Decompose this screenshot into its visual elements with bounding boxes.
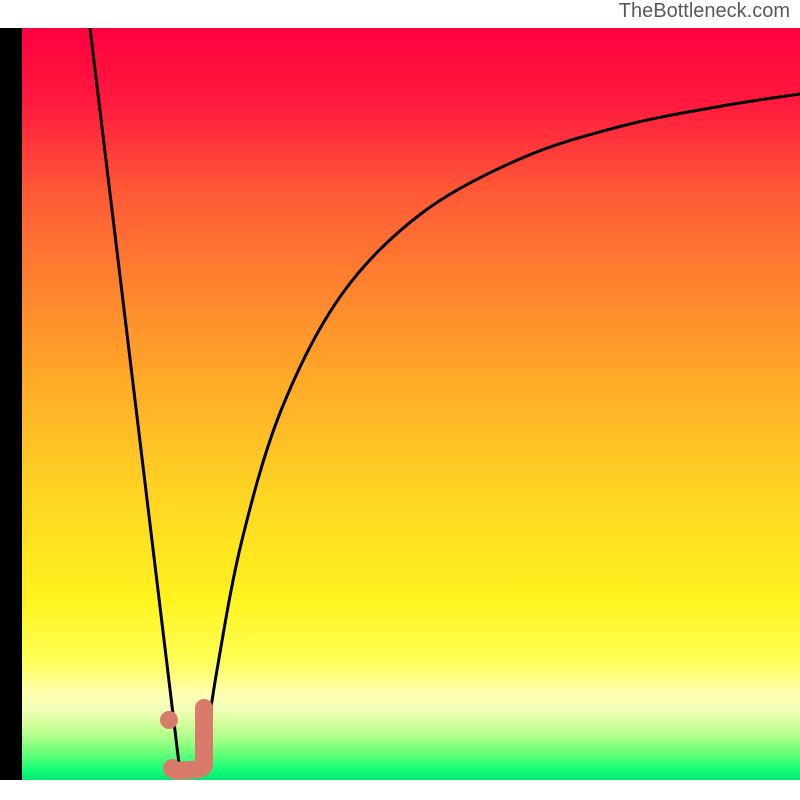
- marker-dot: [160, 711, 178, 729]
- plot-area: [22, 28, 800, 780]
- chart-root: TheBottleneck.com: [0, 0, 800, 800]
- bottom-white-band: [0, 780, 800, 800]
- left-valley-line: [90, 28, 180, 772]
- right-rising-curve: [202, 94, 800, 770]
- watermark-text: TheBottleneck.com: [619, 0, 790, 23]
- curves-layer: [22, 28, 800, 780]
